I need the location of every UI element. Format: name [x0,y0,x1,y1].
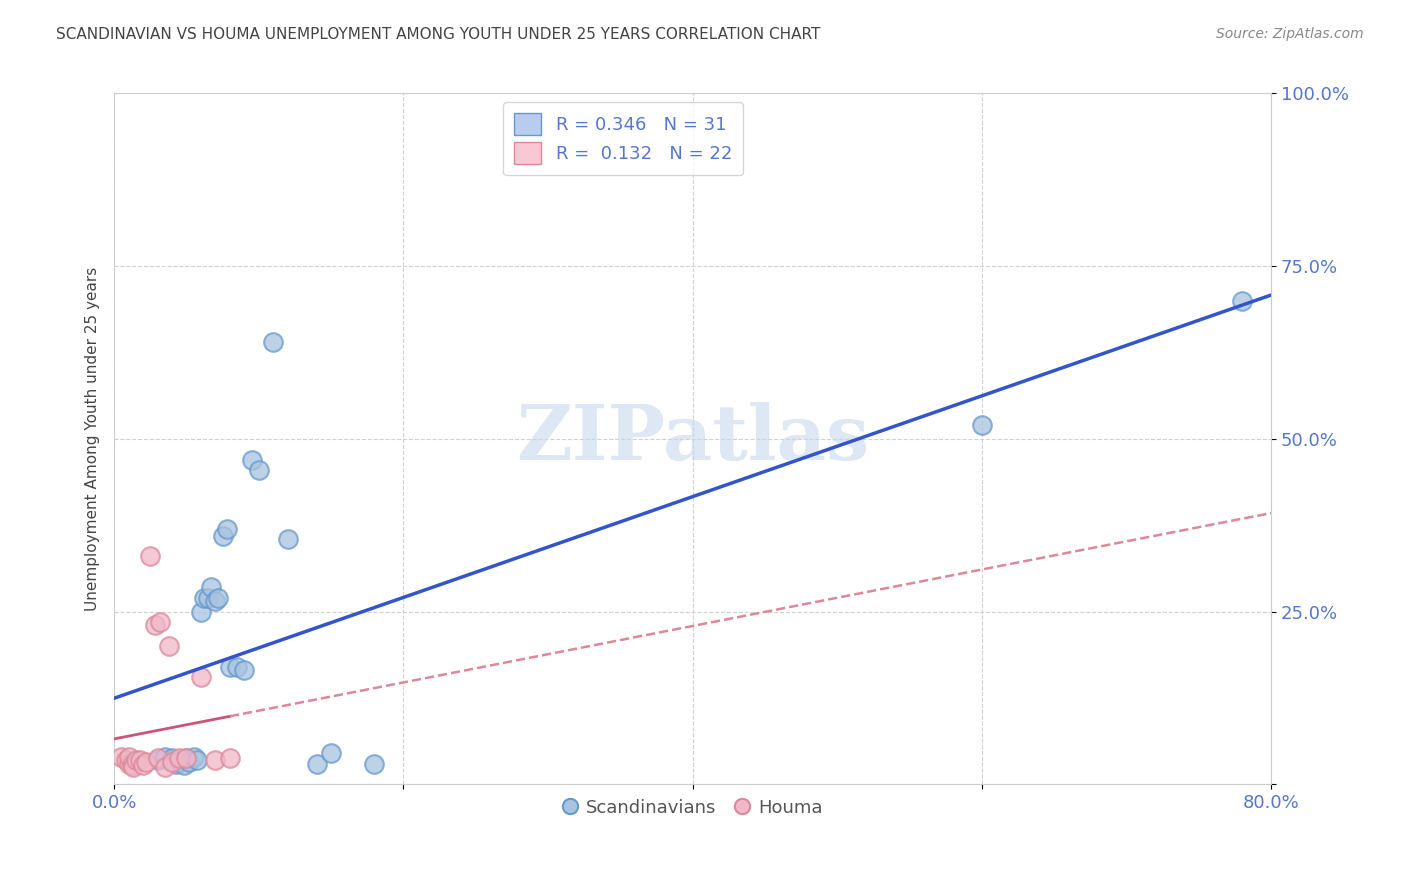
Point [160,756,183,770]
Point [146,751,169,765]
Point [211,528,233,542]
Point [186,753,208,767]
Point [218,751,240,765]
Point [149,615,172,629]
Point [176,751,198,765]
Point [135,756,157,770]
Point [118,756,141,771]
Point [277,532,299,546]
Point [132,758,155,772]
Point [233,664,256,678]
Point [165,756,187,771]
Point [146,753,169,767]
Point [153,760,176,774]
Point [226,660,249,674]
Text: SCANDINAVIAN VS HOUMA UNEMPLOYMENT AMONG YOUTH UNDER 25 YEARS CORRELATION CHART: SCANDINAVIAN VS HOUMA UNEMPLOYMENT AMONG… [56,27,821,42]
Point [110,749,132,764]
Point [197,591,219,605]
Point [125,753,148,767]
Point [193,591,215,605]
Point [183,749,205,764]
Point [247,463,270,477]
Point [157,639,180,653]
Text: ZIPatlas: ZIPatlas [516,402,869,476]
Legend: Scandinavians, Houma: Scandinavians, Houma [555,791,830,824]
Point [305,756,328,771]
Point [160,751,183,765]
Point [1230,293,1253,308]
Point [122,760,145,774]
Point [143,618,166,632]
Point [218,660,240,674]
Point [118,749,141,764]
Point [190,670,212,684]
Point [262,335,284,350]
Point [169,756,191,770]
Point [200,581,222,595]
Point [160,753,183,767]
Point [207,591,229,605]
Point [204,753,226,767]
Point [114,753,136,767]
Point [179,756,201,770]
Point [129,753,152,767]
Point [153,749,176,764]
Point [363,756,385,771]
Text: Source: ZipAtlas.com: Source: ZipAtlas.com [1216,27,1364,41]
Point [176,751,198,765]
Point [215,522,238,536]
Point [204,594,226,608]
Y-axis label: Unemployment Among Youth under 25 years: Unemployment Among Youth under 25 years [86,267,100,611]
Point [169,751,191,765]
Point [319,747,342,761]
Point [970,418,993,433]
Point [121,758,143,772]
Point [139,549,162,564]
Point [190,605,212,619]
Point [173,758,195,772]
Point [240,452,263,467]
